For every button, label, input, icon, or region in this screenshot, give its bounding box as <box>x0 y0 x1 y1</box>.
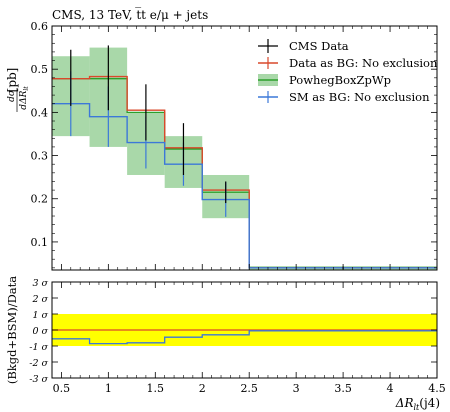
x-tick-label: 1 <box>105 382 112 395</box>
ratio-y-tick-label: -2 σ <box>29 358 48 369</box>
x-tick-label: 4.5 <box>428 382 446 395</box>
ratio-ylabel-group: (Bkgd+BSM)/Data <box>5 276 19 384</box>
main-ylabel: [pb] <box>5 68 19 93</box>
main-frame <box>51 25 438 271</box>
main-ylabel-fraction: dσ dΔRlt <box>7 86 30 112</box>
main-ylabel-denominator: dΔRlt <box>19 86 30 110</box>
ratio-y-tick-label: 1 σ <box>32 310 48 321</box>
ratio-plot: -3 σ -2 σ -1 σ 0 σ 1 σ 2 σ 3 σ 0.5 1 1.5 2 2.5 3 3.5 4… <box>29 278 446 395</box>
ratio-y-tick-label: -3 σ <box>29 374 48 385</box>
y-tick-label: 0.3 <box>31 150 49 163</box>
ratio-y-tick-label: 3 σ <box>32 278 48 289</box>
legend-label: PowhegBoxZpWp <box>289 73 391 87</box>
main-plot: 0.1 0.2 0.3 0.4 0.5 0.6 <box>31 20 438 271</box>
x-tick-label: 0.5 <box>53 382 71 395</box>
ratio-y-tick-label: 2 σ <box>31 294 48 305</box>
main-ylabel-unit: [pb] <box>5 68 19 93</box>
legend-label: CMS Data <box>289 39 349 53</box>
x-tick-label: 1.5 <box>147 382 165 395</box>
legend-item-data-bg: Data as BG: No exclusion <box>258 56 438 70</box>
y-tick-label: 0.2 <box>31 193 49 206</box>
y-tick-label: 0.6 <box>31 20 49 33</box>
legend-item-sm-bg: SM as BG: No exclusion <box>258 90 430 104</box>
ratio-sm-line <box>52 330 437 345</box>
x-tick-label: 4 <box>387 382 394 395</box>
x-tick-label: 2 <box>199 382 206 395</box>
x-tick-label: 3.5 <box>334 382 352 395</box>
ratio-y-tick-label: -1 σ <box>29 342 48 353</box>
legend-label: Data as BG: No exclusion <box>289 56 438 70</box>
x-tick-label: 3 <box>293 382 300 395</box>
y-tick-label: 0.1 <box>31 236 49 249</box>
chart-title: CMS, 13 TeV, t̅t e/μ + jets <box>52 6 208 22</box>
legend-item-data: CMS Data <box>258 39 349 53</box>
x-axis-label: ΔRlt(j4) <box>395 396 440 412</box>
x-tick-label: 2.5 <box>240 382 258 395</box>
ratio-ylabel: (Bkgd+BSM)/Data <box>5 276 19 384</box>
y-tick-label: 0.5 <box>31 63 49 76</box>
y-tick-label: 0.4 <box>31 106 49 119</box>
main-ylabel-numerator: dσ <box>7 89 17 102</box>
sm-bg-line <box>52 103 437 269</box>
legend: CMS Data Data as BG: No exclusion Powheg… <box>258 39 438 104</box>
legend-item-powheg: PowhegBoxZpWp <box>258 73 391 87</box>
ratio-y-tick-label: 0 σ <box>32 326 48 337</box>
legend-label: SM as BG: No exclusion <box>289 90 430 104</box>
